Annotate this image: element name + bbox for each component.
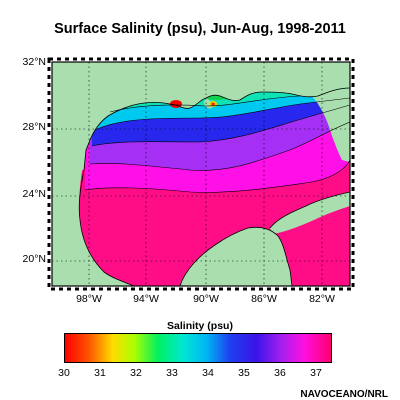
mexico-west-land [52, 160, 134, 286]
colorbar-tick-31: 31 [94, 367, 106, 379]
colorbar-tick-32: 32 [130, 367, 142, 379]
credit-text: NAVOCEANO/NRL [300, 389, 388, 400]
map-frame [51, 61, 351, 287]
map-frame-ticks [47, 57, 355, 291]
low-salinity-spot-3 [211, 102, 215, 106]
graticule [52, 62, 350, 286]
colorbar-tick-37: 37 [310, 367, 322, 379]
colorbar-tick-36: 36 [274, 367, 286, 379]
lat-label-32n: 32°N [22, 56, 46, 68]
colorbar-tick-34: 34 [202, 367, 214, 379]
lon-label-98w: 98°W [76, 293, 102, 305]
yucatan-land [180, 227, 292, 286]
colorbar-title: Salinity (psu) [167, 320, 233, 332]
lat-label-28n: 28°N [22, 121, 46, 133]
lat-label-20n: 20°N [22, 253, 46, 265]
florida-land [310, 88, 350, 162]
lon-label-94w: 94°W [133, 293, 159, 305]
us-coastline-land [52, 62, 350, 170]
lon-label-82w: 82°W [309, 293, 335, 305]
colorbar-tick-35: 35 [238, 367, 250, 379]
cuba-land [270, 192, 350, 234]
colorbar [64, 333, 332, 363]
lon-label-86w: 86°W [251, 293, 277, 305]
map-title: Surface Salinity (psu), Jun-Aug, 1998-20… [54, 21, 346, 37]
colorbar-tick-33: 33 [166, 367, 178, 379]
lat-label-24n: 24°N [22, 188, 46, 200]
colorbar-tick-30: 30 [58, 367, 70, 379]
lon-label-90w: 90°W [193, 293, 219, 305]
